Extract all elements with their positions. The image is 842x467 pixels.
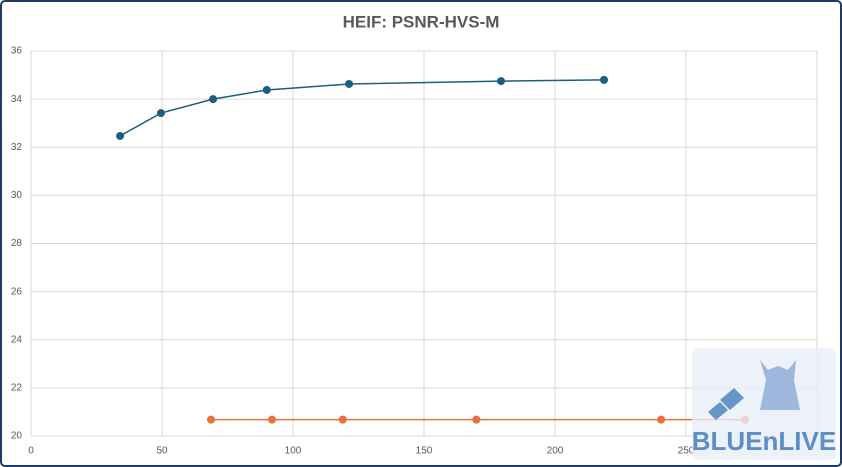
data-point bbox=[338, 415, 347, 424]
y-tick-label: 32 bbox=[11, 142, 23, 153]
watermark-icon bbox=[708, 388, 744, 420]
data-point bbox=[497, 77, 506, 86]
data-point bbox=[156, 109, 165, 118]
data-point bbox=[599, 75, 608, 84]
y-tick-label: 24 bbox=[11, 334, 23, 345]
y-tick-label: 22 bbox=[11, 383, 23, 394]
watermark-text: BLUEnLIVE bbox=[692, 426, 836, 456]
y-tick-label: 30 bbox=[11, 190, 23, 201]
x-tick-label: 200 bbox=[547, 446, 564, 457]
data-point bbox=[345, 79, 354, 88]
x-tick-label: 50 bbox=[156, 446, 168, 457]
y-tick-label: 36 bbox=[11, 46, 23, 57]
x-tick-label: 250 bbox=[678, 446, 695, 457]
data-point bbox=[472, 415, 481, 424]
data-point bbox=[657, 415, 666, 424]
x-tick-label: 150 bbox=[416, 446, 433, 457]
y-tick-label: 28 bbox=[11, 238, 23, 249]
data-point bbox=[206, 415, 215, 424]
watermark-mascot bbox=[760, 360, 800, 410]
data-point bbox=[268, 415, 277, 424]
watermark: BLUEnLIVE bbox=[692, 348, 836, 460]
y-tick-label: 26 bbox=[11, 286, 23, 297]
data-point bbox=[116, 131, 125, 140]
data-point bbox=[262, 85, 271, 94]
y-tick-label: 20 bbox=[11, 431, 23, 442]
x-tick-label: 0 bbox=[28, 446, 34, 457]
data-point bbox=[209, 95, 218, 104]
chart-title: HEIF: PSNR-HVS-M bbox=[343, 12, 500, 31]
x-tick-label: 100 bbox=[285, 446, 302, 457]
plot-area: 20 22 24 26 28 30 32 34 36 0 50 100 150 200 250 bbox=[11, 46, 817, 457]
y-tick-label: 34 bbox=[11, 94, 23, 105]
